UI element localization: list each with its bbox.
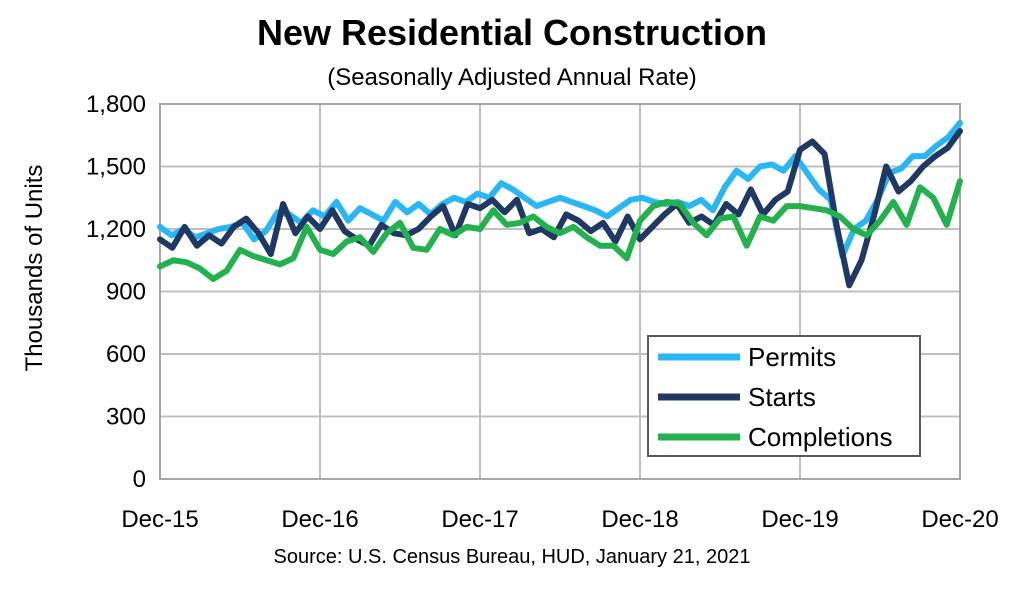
source-note: Source: U.S. Census Bureau, HUD, January…: [273, 546, 751, 568]
y-tick-label: 1,800: [86, 91, 146, 118]
y-tick-label: 1,200: [86, 216, 146, 243]
x-tick-labels: Dec-15 Dec-16 Dec-17 Dec-18 Dec-19 Dec-20: [121, 506, 998, 533]
x-tick-label: Dec-20: [921, 506, 998, 533]
legend-label-permits: Permits: [748, 342, 836, 372]
series-line-starts: [157, 128, 963, 289]
y-tick-label: 300: [106, 404, 146, 431]
chart-subtitle: (Seasonally Adjusted Annual Rate): [327, 64, 697, 91]
y-tick-label: 0: [133, 466, 146, 493]
series-line-permits: [157, 119, 963, 260]
x-tick-label: Dec-16: [281, 506, 358, 533]
x-tick-label: Dec-18: [601, 506, 678, 533]
legend-label-completions: Completions: [748, 422, 893, 452]
x-tick-label: Dec-15: [121, 506, 198, 533]
chart-title: New Residential Construction: [256, 12, 768, 53]
series-lines: [157, 119, 963, 289]
x-tick-label: Dec-17: [441, 506, 518, 533]
y-tick-label: 900: [106, 279, 146, 306]
y-tick-label: 600: [106, 341, 146, 368]
x-tick-label: Dec-19: [761, 506, 838, 533]
series-line-completions: [157, 178, 963, 282]
y-tick-labels: 0 300 600 900 1,200 1,500 1,800: [86, 91, 146, 493]
legend-label-starts: Starts: [748, 382, 816, 412]
legend: Permits Starts Completions: [647, 335, 921, 457]
y-tick-label: 1,500: [86, 154, 146, 181]
y-axis-label: Thousands of Units: [21, 165, 48, 372]
plot-area: [159, 103, 961, 480]
